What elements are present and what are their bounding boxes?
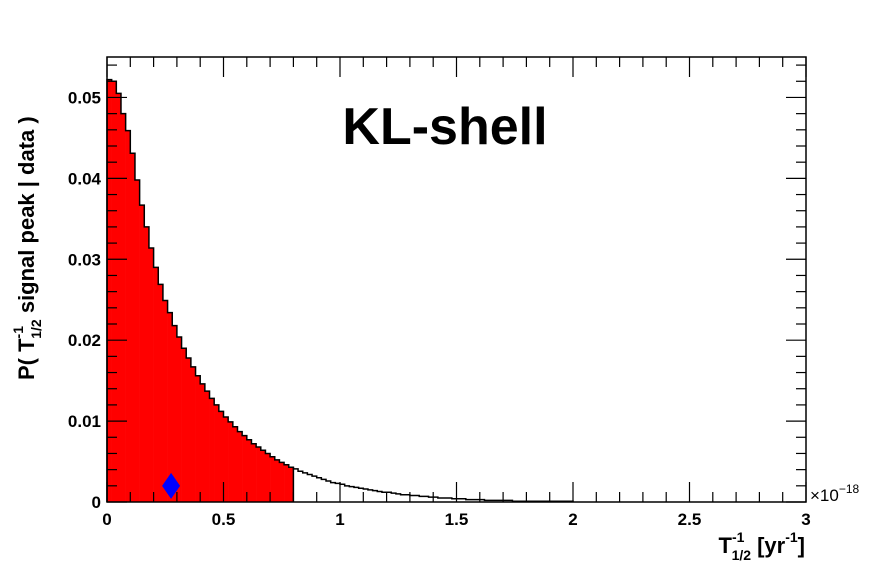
histogram-bin-filled <box>186 357 192 502</box>
histogram-bin-filled <box>232 426 238 502</box>
histogram-bin-filled <box>153 267 159 502</box>
histogram-bin-filled <box>214 404 220 502</box>
histogram-bin-filled <box>162 300 168 502</box>
histogram-bin-filled <box>246 439 252 502</box>
marker-layer <box>162 472 181 499</box>
y-axis: 0 0.01 0.02 0.03 0.04 0.05 <box>68 64 806 512</box>
x-tick-label: 1 <box>335 510 344 529</box>
histogram-bin-filled <box>125 130 131 503</box>
x-multiplier-exponent: −18 <box>839 482 860 496</box>
histogram-bin-filled <box>251 443 257 502</box>
histogram-bin-filled <box>223 417 229 502</box>
y-tick-label: 0.03 <box>68 250 101 269</box>
histogram-bin-filled <box>274 459 280 502</box>
x-tick-label: 1.5 <box>445 510 469 529</box>
histogram-bin-filled <box>228 421 234 502</box>
histogram-bin-filled <box>204 391 210 502</box>
x-tick-label: 2 <box>568 510 577 529</box>
histogram-bin-filled <box>130 153 136 503</box>
best-fit-marker <box>162 472 181 499</box>
histogram-bin-filled <box>176 336 182 502</box>
y-tick-label: 0.05 <box>68 88 101 107</box>
x-tick-label: 2.5 <box>678 510 702 529</box>
histogram-bin-filled <box>279 462 285 502</box>
histogram-bin-filled <box>181 348 187 502</box>
x-axis-title: T-1 1/2 [yr-1] <box>718 529 805 563</box>
histogram-bin-filled <box>139 205 145 502</box>
histogram-bin-filled <box>120 113 126 503</box>
x-multiplier-symbol: ×10 <box>810 486 839 505</box>
histogram-bin-filled <box>190 366 196 502</box>
x-tick-label: 3 <box>801 510 810 529</box>
histogram-bin-filled <box>218 411 224 502</box>
histogram-bin-filled <box>167 312 173 502</box>
histogram-bin-filled <box>195 375 201 502</box>
x-axis: 0 0.5 1 1.5 2 2.5 3 <box>102 57 811 529</box>
histogram-bin-filled <box>144 226 150 502</box>
histogram-bin-filled <box>237 431 243 502</box>
histogram-bin-filled <box>242 435 248 502</box>
histogram-bin-filled <box>256 446 262 502</box>
y-tick-label: 0 <box>92 493 101 512</box>
histogram-bin-filled <box>270 456 276 502</box>
histogram-bin-filled <box>200 383 206 502</box>
x-tick-label: 0.5 <box>212 510 236 529</box>
histogram-bin-filled <box>134 179 140 502</box>
histogram-bin-filled <box>209 398 215 502</box>
histogram-bin-filled <box>172 325 178 502</box>
x-axis-multiplier: ×10−18 <box>810 482 860 505</box>
y-tick-label: 0.04 <box>68 169 102 188</box>
histogram-bin-filled <box>284 464 290 502</box>
chart-title: KL-shell <box>342 98 547 156</box>
histogram-bin-filled <box>107 79 112 503</box>
x-tick-label: 0 <box>102 510 111 529</box>
histogram-bin-filled <box>288 467 294 502</box>
histogram-bin-filled <box>116 93 122 502</box>
histogram-bin-filled <box>158 284 164 502</box>
histogram-bin-filled <box>265 453 271 502</box>
histogram-series <box>106 78 574 503</box>
histogram-bin-filled <box>148 247 154 502</box>
y-tick-label: 0.01 <box>68 412 101 431</box>
y-axis-title: P( T-1 1/2 signal peak | data ) <box>10 116 44 380</box>
histogram-outline <box>106 78 574 502</box>
histogram-bin-filled <box>260 450 266 502</box>
y-tick-label: 0.02 <box>68 331 101 350</box>
